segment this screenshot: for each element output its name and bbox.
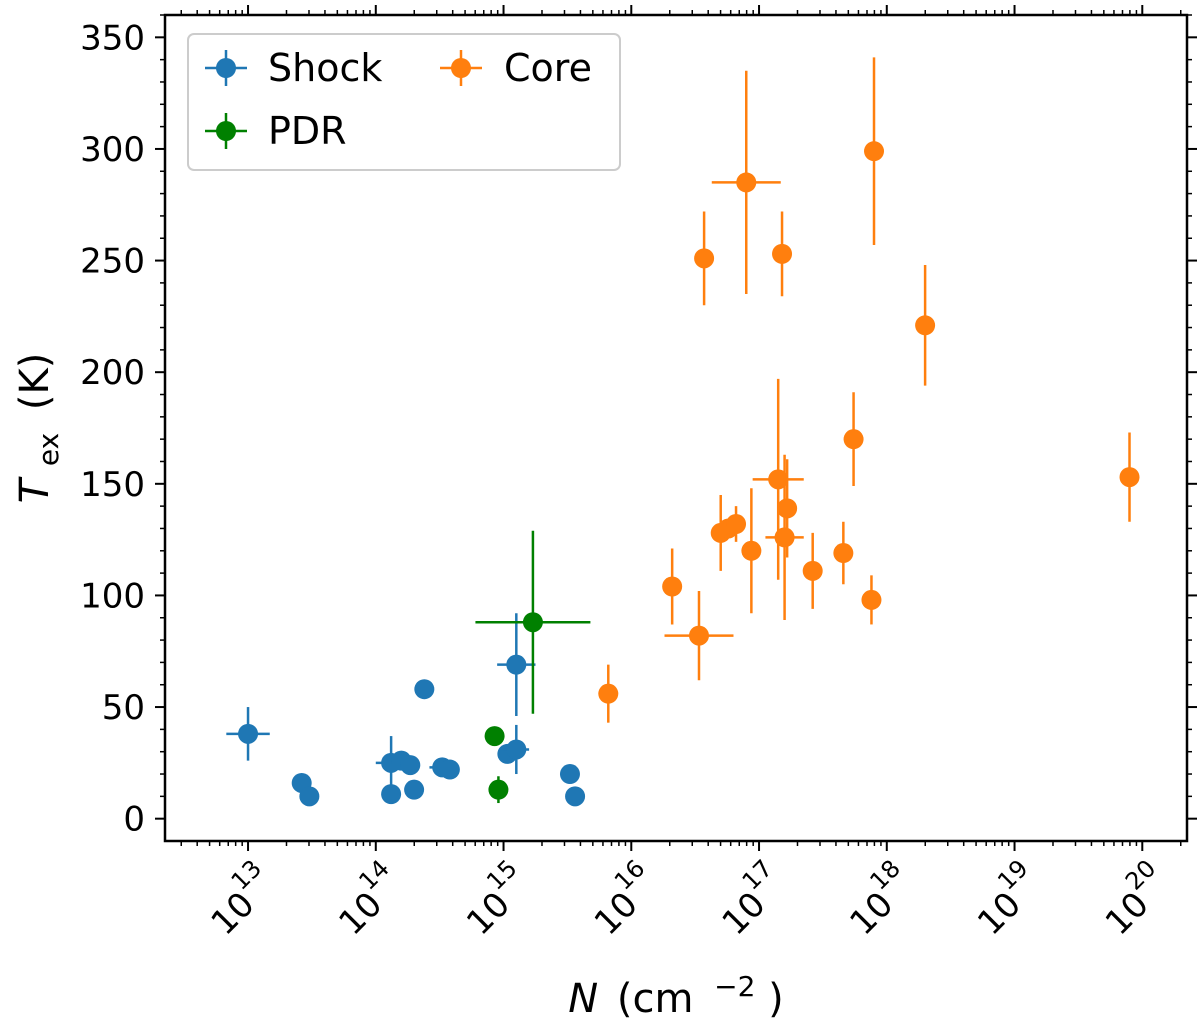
chart-marks (226, 57, 1140, 807)
data-point (736, 172, 757, 193)
data-point (522, 612, 543, 633)
y-axis-label: T ex (K) (12, 353, 68, 504)
data-point (774, 527, 795, 548)
series-pdr (475, 530, 591, 804)
data-point (1119, 467, 1140, 488)
data-point (662, 576, 683, 597)
data-point (506, 739, 527, 760)
data-point (484, 726, 505, 747)
x-tick-label: 1013 (195, 854, 284, 943)
data-point (741, 540, 762, 561)
legend-core-marker (451, 58, 471, 78)
data-point (777, 498, 798, 519)
data-point (414, 679, 435, 700)
y-tick-label: 100 (80, 576, 145, 616)
x-tick-label: 1016 (578, 854, 667, 943)
data-point (915, 315, 936, 336)
data-point (726, 513, 747, 534)
data-point (598, 683, 619, 704)
y-tick-label: 250 (80, 242, 145, 282)
data-point (843, 429, 864, 450)
data-point (565, 786, 586, 807)
data-point (488, 779, 509, 800)
y-tick-label: 300 (80, 130, 145, 170)
plot-frame (163, 13, 1189, 843)
legend: Shock PDR Core (187, 33, 621, 171)
data-point (833, 543, 854, 564)
x-tick-labels: 1013 1014 1015 1016 1017 1018 1019 1020 (195, 854, 1178, 943)
x-tick-label: 1020 (1089, 854, 1178, 943)
legend-label-core: Core (504, 46, 592, 90)
data-point (404, 779, 425, 800)
data-point (694, 248, 715, 269)
data-point (400, 755, 421, 776)
data-point (299, 786, 320, 807)
data-point (506, 654, 527, 675)
y-tick-label: 50 (102, 688, 145, 728)
data-point (861, 589, 882, 610)
x-tick-label: 1014 (323, 854, 412, 943)
legend-pdr-marker (216, 121, 236, 141)
data-point (559, 764, 580, 785)
y-tick-label: 200 (80, 353, 145, 393)
y-tick-labels: 0 50 100 150 200 250 300 350 (80, 18, 145, 839)
data-point (864, 141, 885, 162)
legend-label-shock: Shock (268, 46, 382, 90)
x-tick-label: 1019 (961, 854, 1050, 943)
x-tick-label: 1017 (706, 854, 795, 943)
data-point (772, 243, 793, 264)
legend-shock-marker (216, 58, 236, 78)
series-core (598, 57, 1140, 723)
x-axis-label: N (cm −2 ) (568, 960, 784, 1022)
x-tick-label: 1015 (450, 854, 539, 943)
data-point (688, 625, 709, 646)
x-tick-label: 1018 (834, 854, 923, 943)
series-shock (226, 613, 586, 807)
axis-ticks (155, 5, 1197, 851)
legend-entry-pdr: PDR (205, 109, 347, 153)
data-point (439, 759, 460, 780)
y-tick-label: 0 (123, 800, 145, 840)
data-point (238, 723, 259, 744)
legend-label-pdr: PDR (268, 109, 347, 153)
y-tick-label: 150 (80, 465, 145, 505)
y-tick-label: 350 (80, 18, 145, 58)
legend-entry-shock: Shock (205, 46, 382, 90)
legend-box (187, 33, 621, 171)
data-point (381, 784, 402, 805)
legend-entry-core: Core (440, 46, 592, 90)
data-point (768, 469, 789, 490)
data-point (802, 560, 823, 581)
